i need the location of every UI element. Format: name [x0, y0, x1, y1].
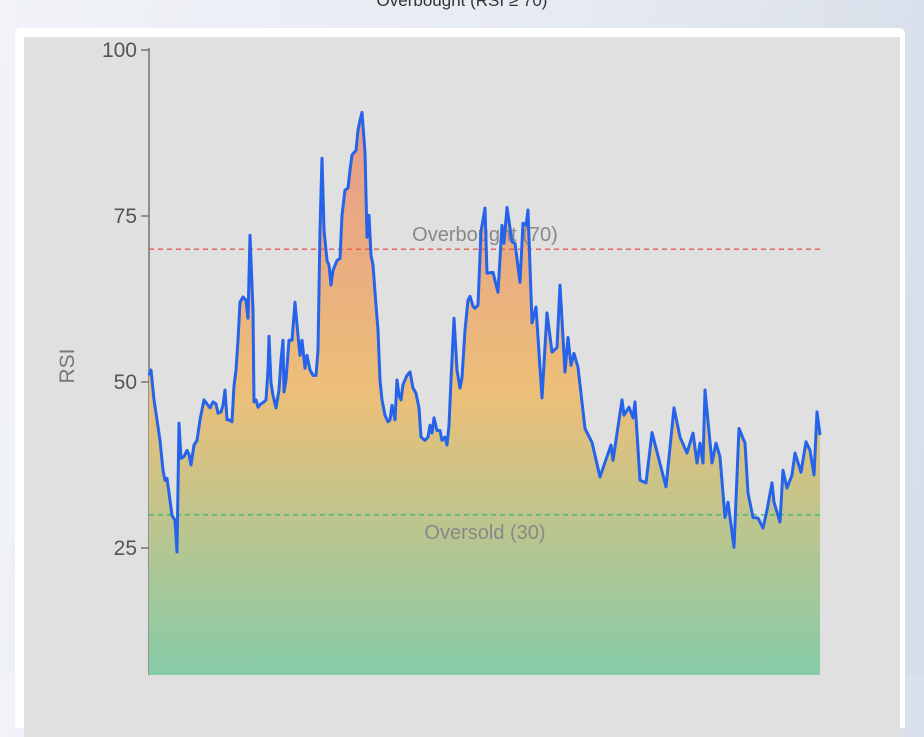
rsi-line	[147, 110, 822, 554]
y-tick-label: 50	[114, 371, 137, 394]
rsi-area-fill	[149, 112, 820, 675]
y-axis-label: RSI	[56, 348, 79, 383]
reference-label-oversold: Oversold (30)	[424, 522, 545, 544]
y-tick-label: 25	[114, 537, 137, 560]
chart-section-title: Overbought (RSI ≥ 70)	[376, 0, 548, 10]
y-axis: 25 50 75 100	[102, 39, 150, 675]
y-tick-label: 100	[102, 39, 137, 62]
y-tick-label: 75	[114, 205, 137, 228]
